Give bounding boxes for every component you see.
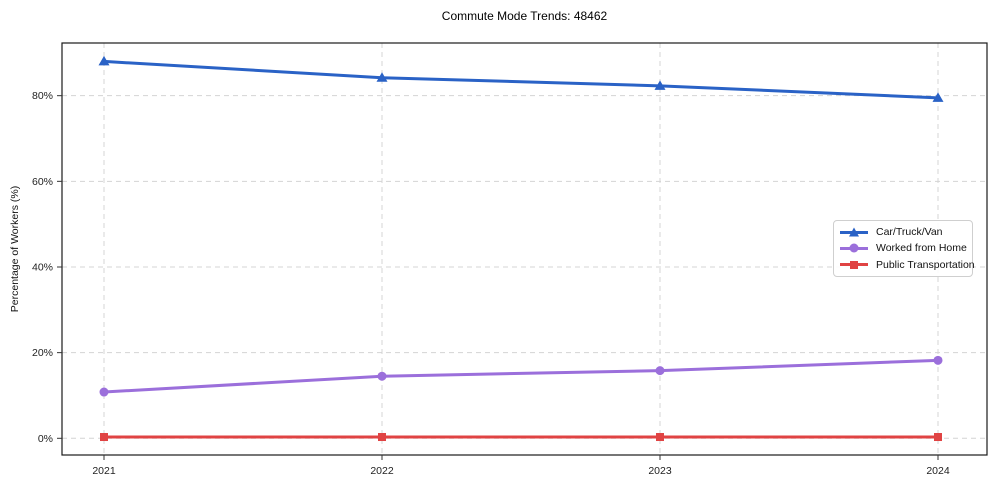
data-point-Worked from Home-2023 bbox=[655, 366, 665, 376]
triangle-marker-icon bbox=[840, 226, 868, 238]
circle-marker-icon bbox=[840, 242, 868, 254]
data-point-Public Transportation-2021 bbox=[100, 433, 108, 442]
legend-label: Public Transportation bbox=[876, 258, 975, 271]
x-tick-label-2024: 2024 bbox=[926, 465, 950, 477]
legend-item-worked-from-home: Worked from Home bbox=[840, 240, 967, 256]
data-point-Car/Truck/Van-2022 bbox=[376, 72, 388, 82]
data-point-Worked from Home-2021 bbox=[99, 387, 109, 397]
y-tick-label-60%: 60% bbox=[32, 176, 53, 188]
axes-frame bbox=[61, 42, 988, 456]
legend-label: Car/Truck/Van bbox=[876, 226, 943, 239]
x-tick-label-2021: 2021 bbox=[92, 465, 116, 477]
data-point-Worked from Home-2022 bbox=[377, 371, 387, 381]
data-point-Car/Truck/Van-2024 bbox=[932, 92, 944, 102]
data-point-Car/Truck/Van-2021 bbox=[98, 55, 110, 66]
x-tick-label-2023: 2023 bbox=[648, 465, 672, 477]
legend-marker-glyph bbox=[849, 227, 859, 237]
data-point-Worked from Home-2024 bbox=[933, 355, 943, 365]
square-marker-icon bbox=[840, 259, 868, 271]
data-point-Public Transportation-2024 bbox=[934, 433, 942, 442]
y-tick-label-40%: 40% bbox=[32, 261, 53, 273]
data-point-Public Transportation-2022 bbox=[378, 433, 386, 442]
chart-title: Commute Mode Trends: 48462 bbox=[441, 9, 608, 23]
y-tick-label-80%: 80% bbox=[32, 90, 53, 102]
legend-marker-glyph bbox=[850, 260, 858, 269]
legend-marker-glyph bbox=[849, 243, 859, 253]
series-line-Car/Truck/Van bbox=[103, 59, 939, 100]
y-tick-label-20%: 20% bbox=[32, 347, 53, 359]
legend-item-car-truck-van: Car/Truck/Van bbox=[840, 224, 966, 240]
legend: Car/Truck/Van Worked from Home Public Tran… bbox=[833, 220, 975, 277]
x-tick-label-2022: 2022 bbox=[370, 465, 394, 477]
legend-label: Worked from Home bbox=[876, 242, 967, 255]
data-point-Public Transportation-2023 bbox=[656, 433, 664, 442]
data-point-Car/Truck/Van-2023 bbox=[654, 80, 666, 90]
legend-item-public-transportation: Public Transportation bbox=[840, 257, 975, 273]
series-line-Worked from Home bbox=[103, 358, 939, 394]
y-tick-label-0%: 0% bbox=[38, 433, 53, 445]
